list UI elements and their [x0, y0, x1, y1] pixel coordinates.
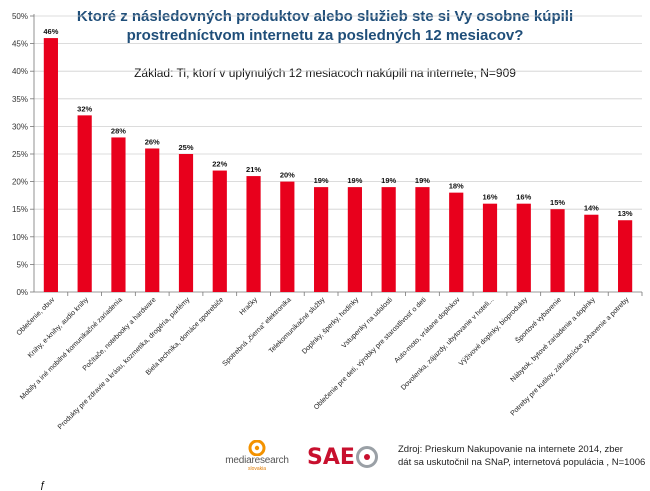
gridlines: [34, 15, 642, 265]
x-tick-label: Počítače, notebooky a hardware: [82, 296, 158, 372]
bar: [449, 192, 464, 292]
data-label: 20%: [280, 171, 295, 180]
bar: [482, 203, 498, 292]
y-tick-label: 35%: [12, 95, 28, 104]
y-tick-label: 0%: [16, 288, 28, 297]
y-tick-label: 5%: [16, 260, 28, 269]
x-tick-label: Hračky: [239, 296, 260, 317]
bar: [381, 187, 396, 292]
data-label: 19%: [347, 176, 362, 185]
data-label: 21%: [246, 165, 261, 174]
bar: [516, 203, 531, 292]
data-label: 16%: [516, 193, 531, 202]
data-label: 15%: [550, 198, 565, 207]
x-tick-label: Auto-moto, vrátane doplnkov: [393, 296, 462, 365]
saeo-logo: SAE: [307, 444, 378, 470]
data-label: 18%: [449, 182, 464, 191]
bar: [314, 187, 329, 292]
bar: [77, 115, 92, 292]
bar: [178, 154, 194, 292]
mediaresearch-logo-subtext: slovakia: [247, 466, 267, 472]
y-tick-label: 50%: [12, 12, 28, 21]
source-note: Zdroj: Prieskum Nakupovanie na internete…: [398, 443, 648, 469]
source-line-1: Zdroj: Prieskum Nakupovanie na internete…: [398, 444, 623, 455]
bar: [618, 220, 633, 292]
data-label: 32%: [77, 104, 92, 113]
mediaresearch-logo-mark-icon: [248, 440, 266, 456]
bar: [584, 214, 599, 292]
data-label: 19%: [381, 176, 396, 185]
mediaresearch-logo-text: mediaresearch: [225, 455, 289, 466]
mediaresearch-logo: mediaresearch slovakia: [222, 440, 292, 472]
bars: [43, 38, 633, 292]
bar: [145, 148, 160, 292]
bar: [246, 176, 261, 292]
saeo-logo-text: SAE: [307, 444, 355, 470]
x-tick-label: Potreby pre kutilov, záhradnícke vybaven…: [510, 296, 631, 417]
y-tick-labels: 0% 5% 10% 15% 20% 25% 30% 35% 40% 45% 50%: [12, 12, 28, 297]
y-tick-label: 15%: [12, 205, 28, 214]
source-line-2: dát sa uskutočnil na SNaP, internetová p…: [398, 457, 646, 468]
data-label: 28%: [111, 126, 126, 135]
x-tick-label: Telekomunikačné služby: [268, 296, 327, 355]
bar: [550, 209, 565, 292]
axes: [30, 14, 643, 296]
chart-subtitle: Základ: Ti, ktorí v uplynulých 12 mesiac…: [134, 66, 516, 80]
bar: [280, 181, 295, 292]
bar: [212, 170, 227, 292]
y-tick-label: 40%: [12, 67, 28, 76]
data-label: 26%: [145, 137, 160, 146]
y-tick-label: 25%: [12, 150, 28, 159]
saeo-logo-o-icon: [355, 446, 378, 468]
data-label: 14%: [584, 204, 599, 213]
bar: [111, 137, 126, 292]
y-tick-label: 20%: [12, 178, 28, 187]
x-tick-label: Produkty pre zdravie a krásu, kozmetika,…: [57, 296, 192, 431]
y-tick-label: 10%: [12, 233, 28, 242]
bar-chart: 46% 32% 28% 26% 25% 22% 21% 20% 19% 19% 19% 19% 18% 1…: [12, 12, 643, 431]
corner-glyph-icon: ƒ: [40, 480, 46, 491]
data-label: 16%: [482, 193, 497, 202]
data-label: 19%: [415, 176, 430, 185]
data-label: 46%: [43, 27, 58, 36]
data-label: 25%: [178, 143, 193, 152]
x-tick-label: Výživové doplnky, bioprodukty: [458, 296, 530, 368]
data-label: 13%: [618, 209, 633, 218]
x-tick-label: Spotrebná „čierna“ elektronika: [221, 296, 292, 367]
bar: [415, 187, 430, 292]
y-tick-label: 45%: [12, 40, 28, 49]
x-tick-label: Biela technika, domáce spotrebiče: [145, 296, 225, 376]
data-label: 19%: [314, 176, 329, 185]
x-tick-label: Knihy, e-knihy, audio knihy: [27, 296, 90, 359]
data-labels: 46% 32% 28% 26% 25% 22% 21% 20% 19% 19% 19% 19% 18% 1…: [43, 27, 633, 218]
bar: [347, 187, 362, 292]
x-tick-label: Oblečenie pre deti, výrobky pre starostl…: [313, 296, 428, 411]
bar: [43, 38, 58, 292]
data-label: 22%: [212, 160, 227, 169]
chart-title: Ktoré z následovných produktov alebo slu…: [76, 8, 574, 44]
y-tick-label: 30%: [12, 122, 28, 131]
x-tick-label: Doplnky, šperky, hodinky: [301, 296, 361, 356]
